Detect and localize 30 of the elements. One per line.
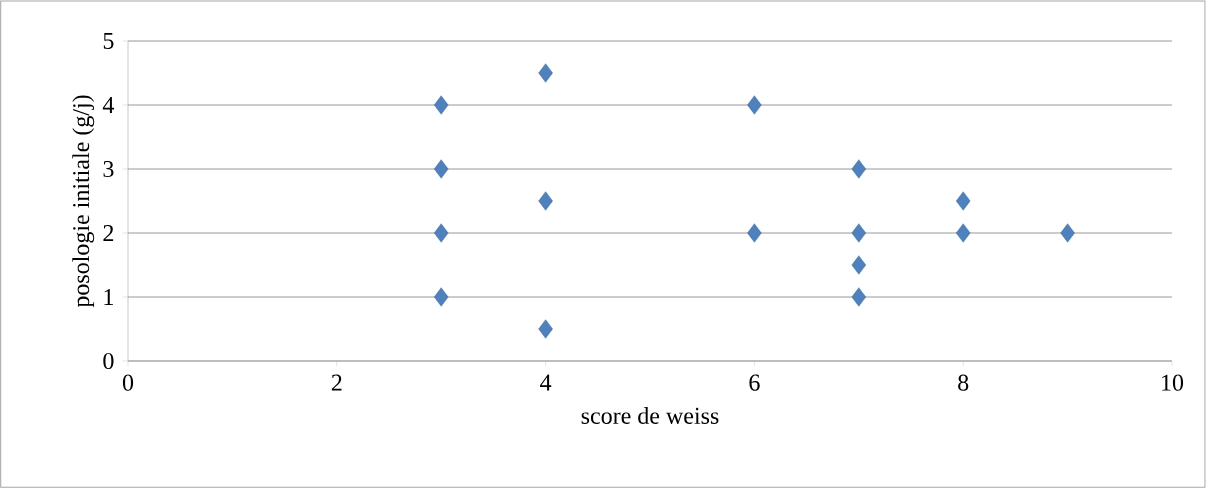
point [434,287,449,307]
point [956,191,971,211]
point [851,223,866,243]
x-tick-label: 6 [749,374,760,391]
point [747,223,762,243]
point [538,63,553,83]
point [747,95,762,115]
point [434,159,449,179]
y-tick-label: 1 [104,289,113,305]
point [851,159,866,179]
y-tick-label: 3 [103,160,114,178]
y-axis-title: posologie initiale (g/j) [72,95,95,308]
point [538,319,553,339]
x-tick-label: 10 [1162,374,1184,391]
y-tick-label: 2 [103,225,114,241]
y-tick-label: 4 [102,97,115,113]
y-tick-label: 5 [103,33,114,49]
x-axis-title: score de weiss [581,407,719,424]
x-tick-label: 0 [122,374,134,391]
point [434,95,449,115]
point [851,255,866,275]
x-tick-label: 2 [331,374,342,391]
point [851,287,866,307]
point [538,191,553,211]
y-tick-label: 0 [103,352,114,370]
point [1060,223,1075,243]
x-tick-label: 8 [958,374,969,391]
x-tick-label: 4 [540,374,552,391]
point [434,223,449,243]
point [956,223,971,243]
